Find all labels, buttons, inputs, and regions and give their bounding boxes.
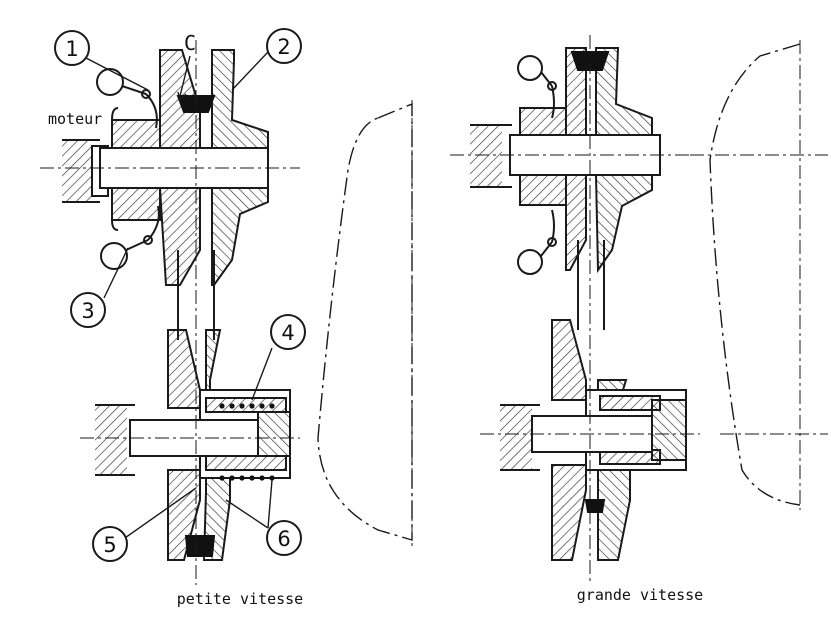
left-envelope-outline — [317, 102, 413, 541]
right-motor-shaft — [450, 134, 690, 176]
callout-2: 2 — [266, 28, 302, 64]
callout-5-number: 5 — [103, 533, 116, 557]
callout-4: 4 — [270, 314, 306, 350]
callout-5: 5 — [92, 526, 128, 562]
callout-1: 1 — [54, 30, 90, 66]
callout-6-number: 6 — [277, 527, 290, 551]
right-variator-assembly — [450, 35, 828, 585]
callout-6: 6 — [266, 520, 302, 556]
right-output-wall — [500, 404, 540, 471]
left-output-wall — [95, 404, 135, 476]
left-top-hub — [111, 107, 161, 231]
left-belt-bottom-section — [184, 535, 216, 557]
belt-marker-label: C — [184, 31, 196, 55]
left-motor-shaft — [40, 147, 300, 189]
callout-4-number: 4 — [281, 321, 294, 345]
right-envelope-outline — [709, 43, 801, 506]
callout-1-number: 1 — [65, 37, 78, 61]
left-leader-lines — [85, 51, 273, 541]
right-flyweight-bottom — [517, 209, 557, 275]
left-variator-assembly — [40, 40, 413, 585]
left-output-shaft — [80, 419, 300, 457]
right-output-shaft — [480, 415, 700, 453]
callout-3-number: 3 — [81, 299, 94, 323]
left-top-pulley — [158, 49, 269, 286]
left-spring-coils — [219, 403, 275, 481]
left-flyweight-top — [96, 68, 158, 129]
right-top-pulley — [565, 47, 653, 274]
caption-right: grande vitesse — [577, 586, 703, 604]
right-belt-bottom-section — [584, 499, 606, 513]
right-motor-wall — [470, 124, 512, 188]
right-belt-run — [577, 240, 605, 330]
motor-label: moteur — [48, 110, 102, 128]
caption-left: petite vitesse — [177, 590, 303, 608]
left-belt-run — [177, 250, 215, 340]
right-flyweight-top — [517, 55, 557, 119]
callout-2-number: 2 — [277, 35, 290, 59]
callout-3: 3 — [70, 292, 106, 328]
